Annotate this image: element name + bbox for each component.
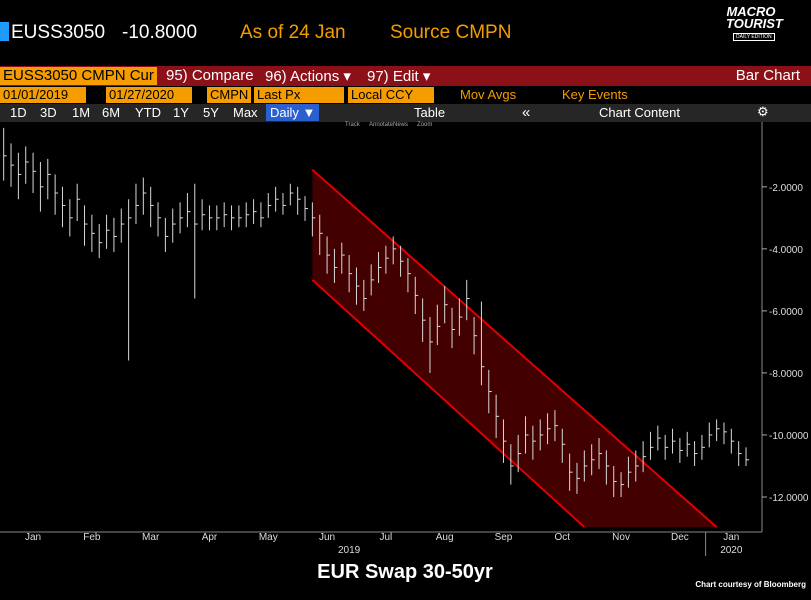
- chart-kind: Bar Chart: [735, 67, 800, 84]
- x-tick-label: Sep: [495, 532, 513, 543]
- tool-label[interactable]: Zoom: [417, 122, 433, 128]
- period-bar: Daily ▼ Table Chart Content « ⚙ 1D 3D 1M 6M…: [0, 104, 811, 128]
- year-label: 2020: [720, 545, 743, 556]
- tool-label[interactable]: Annotate: [369, 122, 394, 128]
- y-tick-label: -4.0000: [769, 245, 803, 256]
- period-button[interactable]: 1D: [10, 105, 27, 120]
- credit: Chart courtesy of Bloomberg: [695, 580, 806, 589]
- period-button[interactable]: 3D: [40, 105, 57, 120]
- compare[interactable]: 95) Compare: [166, 67, 254, 84]
- y-tick-label: -8.0000: [769, 369, 803, 380]
- collapse[interactable]: «: [522, 104, 531, 121]
- edit[interactable]: 97) Edit ▾: [367, 68, 431, 85]
- security[interactable]: EUSS3050 CMPN Cur: [0, 67, 157, 85]
- x-tick-label: Aug: [436, 532, 454, 543]
- x-tick-label: Jun: [319, 532, 335, 543]
- mov-avgs[interactable]: Mov Avgs: [460, 87, 517, 102]
- period-button[interactable]: YTD: [135, 105, 161, 120]
- x-tick-label: Mar: [142, 532, 160, 543]
- key-events[interactable]: Key Events: [562, 87, 628, 102]
- tool-label[interactable]: Track: [345, 122, 360, 128]
- logo-sub: DAILY EDITION: [733, 33, 775, 41]
- period-button[interactable]: Max: [233, 105, 258, 120]
- actions[interactable]: 96) Actions ▾: [265, 68, 351, 85]
- y-tick-label: -2.0000: [769, 183, 803, 194]
- y-tick-label: -6.0000: [769, 307, 803, 318]
- x-tick-label: Feb: [83, 532, 101, 543]
- currency[interactable]: Local CCY: [348, 87, 434, 103]
- menu-bar: EUSS3050 CMPN Cur 95) Compare 96) Action…: [0, 66, 811, 86]
- channel-line: [311, 169, 718, 528]
- options-bar: 01/01/2019 01/27/2020 CMPN Last Px Local…: [0, 86, 811, 104]
- chart-title: EUR Swap 30-50yr: [317, 561, 493, 583]
- y-tick-label: -12.0000: [769, 493, 809, 504]
- field[interactable]: Last Px: [254, 87, 344, 103]
- x-tick-label: May: [259, 532, 278, 543]
- end-date[interactable]: 01/27/2020: [106, 87, 192, 103]
- x-tick-label: Jan: [25, 532, 41, 543]
- chart: EUR Swap 30-50yr Chart courtesy of Bloom…: [0, 122, 809, 589]
- x-tick-label: Dec: [671, 532, 689, 543]
- chart-content[interactable]: Chart Content: [599, 105, 680, 120]
- x-tick-label: Apr: [202, 532, 218, 543]
- source: Source CMPN: [390, 22, 512, 43]
- period-button[interactable]: 1M: [72, 105, 91, 120]
- settings[interactable]: ⚙: [757, 104, 769, 119]
- x-tick-label: Jan: [723, 532, 739, 543]
- x-tick-label: Oct: [554, 532, 570, 543]
- channel-line: [311, 279, 585, 528]
- table[interactable]: Table: [414, 105, 446, 120]
- period-button[interactable]: 6M: [102, 105, 121, 120]
- frequency[interactable]: Daily ▼: [266, 104, 320, 121]
- as-of: As of 24 Jan: [240, 22, 346, 43]
- period-button[interactable]: 5Y: [203, 105, 219, 120]
- ticker-marker: [0, 22, 9, 41]
- x-tick-label: Jul: [379, 532, 392, 543]
- logo: MACRO TOURIST: [726, 4, 783, 31]
- pricing[interactable]: CMPN: [207, 87, 251, 103]
- last-price: -10.8000: [122, 22, 198, 43]
- x-tick-label: Nov: [612, 532, 630, 543]
- period-button[interactable]: 1Y: [173, 105, 189, 120]
- year-label: 2019: [338, 545, 361, 556]
- y-tick-label: -10.0000: [769, 431, 809, 442]
- ticker: EUSS3050: [11, 22, 106, 43]
- start-date[interactable]: 01/01/2019: [0, 87, 86, 103]
- tool-label[interactable]: News: [393, 122, 409, 128]
